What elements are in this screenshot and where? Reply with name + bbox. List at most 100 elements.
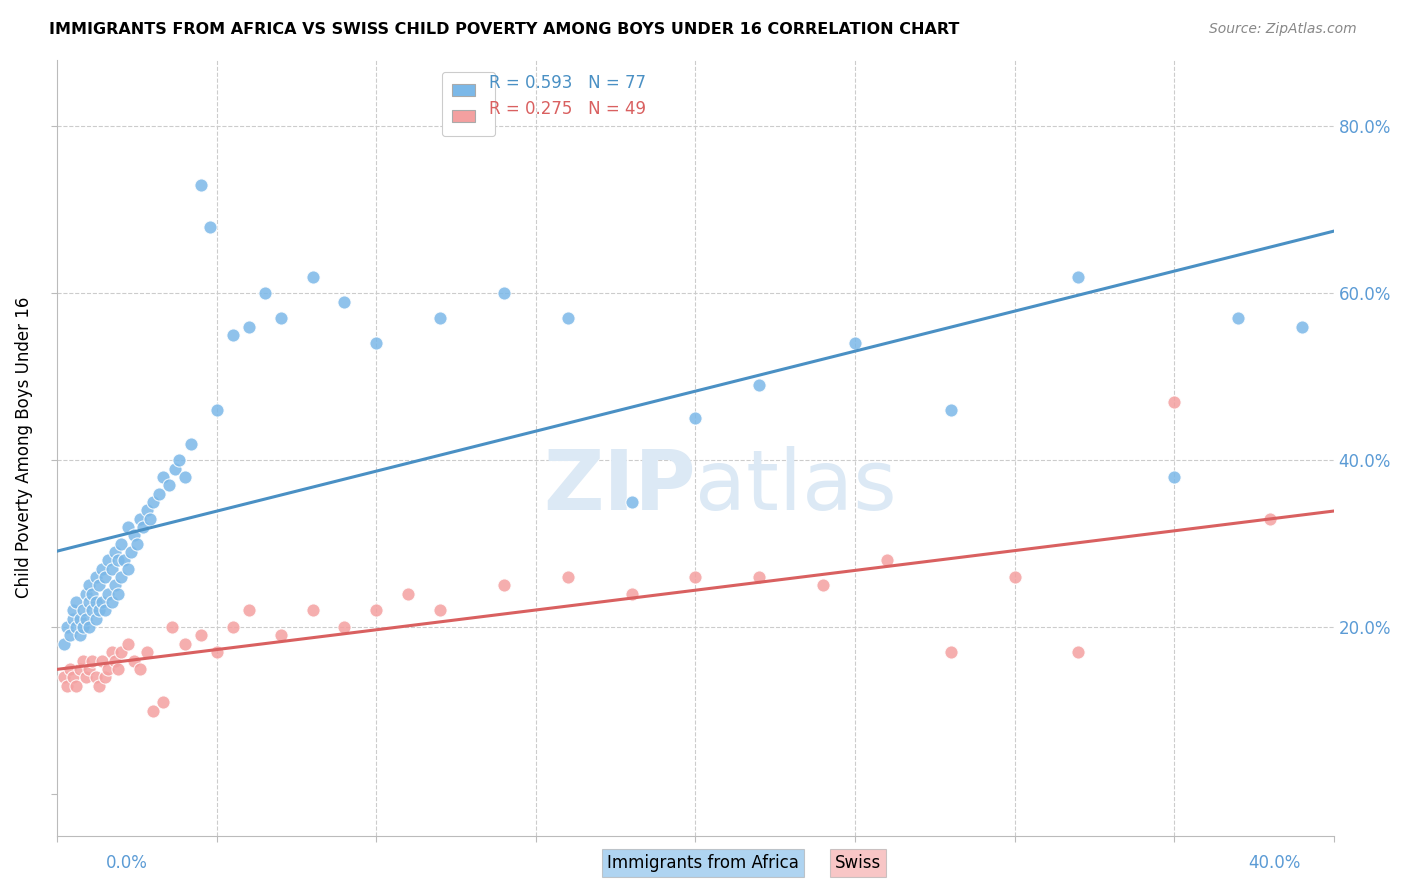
Text: 40.0%: 40.0%	[1249, 855, 1301, 872]
Point	[69, 662, 91, 676]
Point	[117, 562, 139, 576]
Point	[107, 587, 129, 601]
Point	[69, 612, 91, 626]
Point	[492, 286, 515, 301]
Point	[77, 595, 100, 609]
Point	[1163, 394, 1185, 409]
Legend: , : ,	[441, 72, 495, 136]
Point	[122, 653, 145, 667]
Point	[91, 653, 114, 667]
Point	[107, 553, 129, 567]
Point	[748, 570, 770, 584]
Text: 0.0%: 0.0%	[105, 855, 148, 872]
Point	[557, 570, 579, 584]
Point	[62, 612, 84, 626]
Point	[190, 178, 212, 192]
Point	[65, 620, 87, 634]
Point	[167, 453, 190, 467]
Point	[65, 679, 87, 693]
Point	[94, 603, 117, 617]
Point	[77, 578, 100, 592]
Point	[939, 403, 962, 417]
Point	[120, 545, 142, 559]
Point	[1163, 470, 1185, 484]
Point	[52, 670, 75, 684]
Point	[84, 612, 107, 626]
Point	[253, 286, 276, 301]
Point	[129, 511, 152, 525]
Point	[94, 670, 117, 684]
Point	[1226, 311, 1249, 326]
Point	[75, 670, 97, 684]
Point	[1004, 570, 1026, 584]
Point	[62, 603, 84, 617]
Point	[160, 620, 183, 634]
Point	[620, 495, 643, 509]
Point	[100, 595, 122, 609]
Text: Source: ZipAtlas.com: Source: ZipAtlas.com	[1209, 22, 1357, 37]
Point	[492, 578, 515, 592]
Point	[97, 662, 120, 676]
Point	[270, 628, 292, 642]
Point	[72, 620, 94, 634]
Point	[135, 645, 157, 659]
Point	[333, 620, 356, 634]
Point	[1291, 319, 1313, 334]
Point	[270, 311, 292, 326]
Point	[59, 662, 82, 676]
Text: atlas: atlas	[696, 446, 897, 527]
Point	[65, 595, 87, 609]
Point	[97, 587, 120, 601]
Point	[84, 570, 107, 584]
Text: ZIP: ZIP	[543, 446, 696, 527]
Point	[366, 336, 388, 351]
Point	[205, 403, 228, 417]
Point	[75, 587, 97, 601]
Point	[104, 653, 127, 667]
Point	[110, 570, 132, 584]
Point	[87, 603, 110, 617]
Point	[82, 653, 104, 667]
Point	[110, 536, 132, 550]
Point	[84, 595, 107, 609]
Point	[122, 528, 145, 542]
Point	[104, 545, 127, 559]
Point	[685, 570, 707, 584]
Point	[82, 587, 104, 601]
Point	[69, 628, 91, 642]
Point	[97, 553, 120, 567]
Point	[152, 470, 174, 484]
Point	[135, 503, 157, 517]
Point	[107, 662, 129, 676]
Point	[429, 311, 451, 326]
Point	[139, 511, 162, 525]
Point	[112, 553, 135, 567]
Point	[152, 695, 174, 709]
Point	[238, 319, 260, 334]
Point	[190, 628, 212, 642]
Point	[301, 269, 323, 284]
Point	[396, 587, 419, 601]
Point	[129, 662, 152, 676]
Point	[62, 670, 84, 684]
Text: IMMIGRANTS FROM AFRICA VS SWISS CHILD POVERTY AMONG BOYS UNDER 16 CORRELATION CH: IMMIGRANTS FROM AFRICA VS SWISS CHILD PO…	[49, 22, 959, 37]
Point	[180, 436, 202, 450]
Point	[91, 595, 114, 609]
Point	[82, 603, 104, 617]
Point	[72, 653, 94, 667]
Point	[87, 679, 110, 693]
Text: R = 0.593   N = 77: R = 0.593 N = 77	[489, 73, 645, 92]
Point	[100, 562, 122, 576]
Point	[1067, 645, 1090, 659]
Y-axis label: Child Poverty Among Boys Under 16: Child Poverty Among Boys Under 16	[15, 297, 32, 599]
Point	[142, 704, 165, 718]
Point	[333, 294, 356, 309]
Point	[91, 562, 114, 576]
Point	[87, 578, 110, 592]
Point	[939, 645, 962, 659]
Point	[157, 478, 180, 492]
Point	[104, 578, 127, 592]
Point	[84, 670, 107, 684]
Text: Immigrants from Africa: Immigrants from Africa	[607, 855, 799, 872]
Point	[52, 637, 75, 651]
